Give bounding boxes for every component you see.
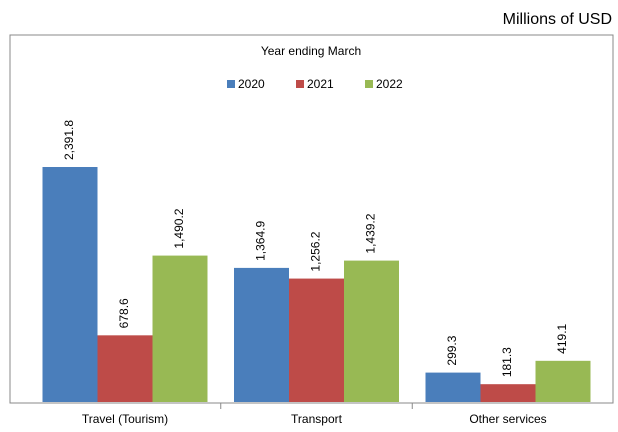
data-label: 1,439.2 — [364, 213, 378, 253]
chart-subtitle: Millions of USD — [503, 11, 612, 28]
x-tick-label: Travel (Tourism) — [82, 412, 168, 426]
bar — [535, 360, 591, 402]
bar — [152, 255, 208, 402]
legend-label: 2020 — [238, 77, 265, 91]
plot-frame — [9, 34, 614, 404]
legend-label: 2022 — [376, 77, 403, 91]
bar — [480, 384, 536, 402]
data-label: 181.3 — [500, 347, 514, 377]
data-label: 299.3 — [445, 335, 459, 365]
bar — [234, 267, 289, 402]
data-label: 2,391.8 — [62, 120, 76, 160]
data-label: 1,490.2 — [172, 208, 186, 248]
data-label: 419.1 — [555, 323, 569, 353]
data-label: 1,256.2 — [309, 231, 323, 271]
bar — [289, 278, 344, 402]
legend-swatch — [296, 80, 304, 88]
bar — [425, 372, 481, 402]
data-label: 678.6 — [117, 298, 131, 328]
x-tick-label: Other services — [469, 412, 546, 426]
x-tick-label: Transport — [291, 412, 343, 426]
legend-title: Year ending March — [261, 44, 361, 58]
bar — [97, 335, 153, 402]
bar — [344, 260, 399, 402]
legend-swatch — [365, 80, 373, 88]
bar — [42, 167, 98, 402]
legend-swatch — [227, 80, 235, 88]
legend-label: 2021 — [307, 77, 334, 91]
data-label: 1,364.9 — [254, 221, 268, 261]
